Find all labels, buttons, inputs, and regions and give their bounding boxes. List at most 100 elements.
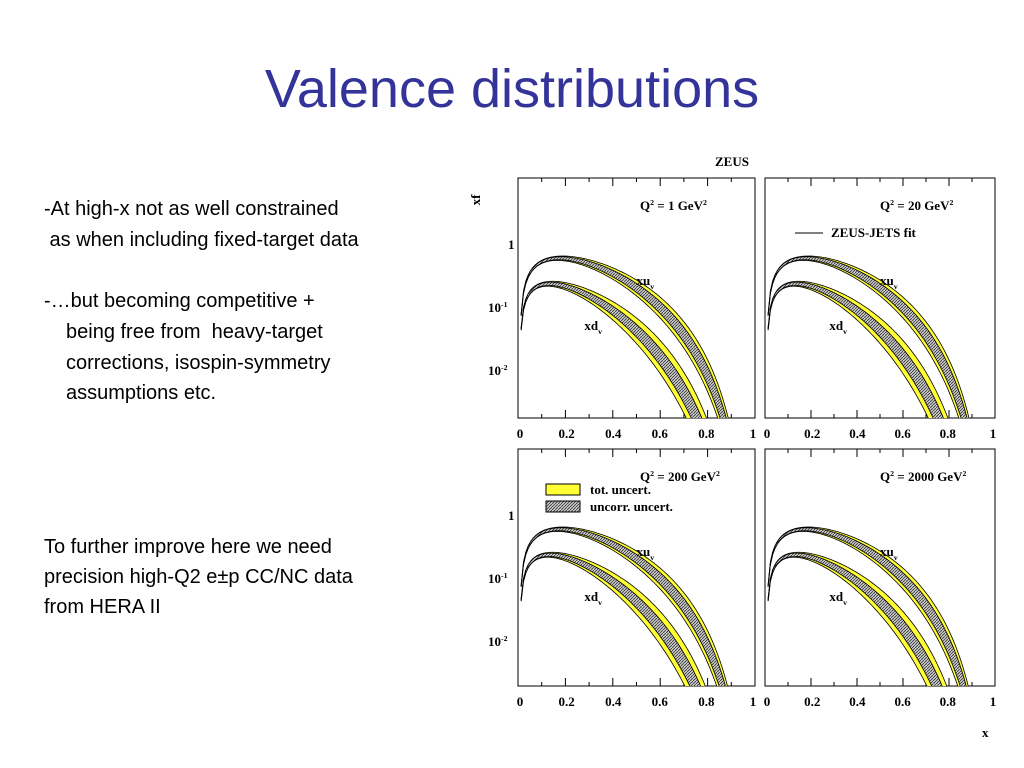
y-axis-label: xf — [468, 194, 483, 206]
x-tick-label: 0.8 — [698, 694, 715, 709]
uncert-band — [520, 256, 727, 418]
y-tick-label: 1 — [508, 237, 515, 252]
curve-label-part: xd — [584, 318, 599, 333]
q2-label: Q2 = 200 GeV2 — [640, 469, 720, 484]
curve-label: xuv — [880, 273, 898, 291]
q2-label-part: = 20 GeV — [894, 198, 950, 213]
text-line: being free from heavy-target — [66, 321, 323, 343]
q2-label-part: = 2000 GeV — [894, 469, 963, 484]
x-tick-label: 0.6 — [652, 426, 669, 441]
q2-label: Q2 = 1 GeV2 — [640, 198, 707, 213]
x-tick-label: 0.2 — [804, 694, 820, 709]
curve-label: xuv — [880, 544, 898, 562]
y-tick-label: 10-2 — [488, 363, 508, 378]
y-tick-label: 10-1 — [488, 300, 508, 315]
x-tick-label: 0.2 — [558, 426, 574, 441]
x-tick-label: 0.4 — [605, 426, 622, 441]
uncert-band — [767, 256, 968, 418]
text-line: -…but becoming competitive + — [44, 290, 315, 312]
curve-label-part: v — [894, 553, 898, 562]
x-axis-label: x — [982, 725, 989, 740]
curve-label: xdv — [829, 589, 847, 607]
curve-label: xdv — [584, 318, 602, 336]
x-tick-label: 0 — [764, 426, 771, 441]
x-tick-label: 0.6 — [894, 426, 911, 441]
text-line: precision high-Q2 e±p CC/NC data — [44, 566, 353, 588]
curve-label-part: v — [598, 327, 602, 336]
curve-label-part: v — [843, 327, 847, 336]
x-tick-label: 0.2 — [804, 426, 820, 441]
q2-label: Q2 = 20 GeV2 — [880, 198, 953, 213]
panel-frame — [517, 177, 756, 419]
y-tick-label-part: -1 — [501, 571, 508, 580]
x-tick-label: 0.8 — [940, 694, 957, 709]
curve-label-part: xd — [584, 589, 599, 604]
y-tick-label-part: -2 — [501, 363, 508, 372]
text-line: as when including fixed-target data — [44, 229, 359, 251]
x-tick-label: 1 — [750, 694, 757, 709]
text-line: from HERA II — [44, 596, 161, 618]
uncert-band — [767, 527, 967, 686]
y-tick-label-part: 1 — [508, 237, 515, 252]
legend-swatch — [545, 500, 581, 513]
y-tick-label-part: 10 — [488, 571, 501, 586]
y-tick-label-part: -1 — [501, 300, 508, 309]
y-tick-label-part: 10 — [488, 363, 501, 378]
legend-label: tot. uncert. — [590, 482, 651, 497]
q2-label-part: 2 — [962, 469, 966, 478]
x-tick-label: 0.4 — [605, 694, 622, 709]
text-line: -At high-x not as well constrained — [44, 198, 339, 220]
curve-label-part: v — [894, 282, 898, 291]
q2-label: Q2 = 2000 GeV2 — [880, 469, 966, 484]
text-line: To further improve here we need — [44, 536, 332, 558]
curve-label-part: v — [843, 598, 847, 607]
x-tick-label: 0 — [517, 694, 524, 709]
x-tick-label: 0.4 — [849, 694, 866, 709]
x-tick-label: 1 — [750, 426, 757, 441]
uncert-band — [520, 281, 703, 418]
curve-label: xuv — [637, 544, 655, 562]
y-tick-label: 10-2 — [488, 634, 508, 649]
x-tick-label: 1 — [990, 694, 997, 709]
q2-label-part: Q — [880, 469, 890, 484]
x-tick-label: 0 — [517, 426, 524, 441]
legend-swatch — [545, 483, 581, 496]
q2-label-part: 2 — [949, 198, 953, 207]
uncert-band — [767, 552, 943, 686]
y-tick-label: 1 — [508, 508, 515, 523]
q2-label-part: Q — [640, 198, 650, 213]
q2-label-part: 2 — [716, 469, 720, 478]
q2-label-part: Q — [880, 198, 890, 213]
legend-label: uncorr. uncert. — [590, 499, 673, 514]
x-tick-label: 1 — [990, 426, 997, 441]
text-line: corrections, isospin-symmetry — [66, 352, 331, 374]
curve-label-part: xu — [637, 273, 651, 288]
slide-title: Valence distributions — [264, 59, 760, 119]
fig-heading: ZEUS — [715, 154, 749, 169]
curve-label-part: v — [598, 598, 602, 607]
q2-label-part: 2 — [650, 198, 654, 207]
curve-label-part: xu — [880, 273, 894, 288]
curve-label-part: xd — [829, 589, 844, 604]
uncert-band — [767, 281, 944, 418]
panel-frame — [764, 448, 996, 687]
x-tick-label: 0.6 — [894, 694, 911, 709]
text-line: assumptions etc. — [66, 382, 217, 404]
curve-label: xdv — [584, 589, 602, 607]
x-tick-label: 0.2 — [558, 694, 574, 709]
curve-label: xdv — [829, 318, 847, 336]
q2-label-part: 2 — [890, 198, 894, 207]
curve-label-part: xu — [880, 544, 894, 559]
uncert-band — [520, 527, 726, 686]
x-tick-label: 0.6 — [652, 694, 669, 709]
legend-label: ZEUS-JETS fit — [831, 225, 917, 240]
panel-frame — [764, 177, 996, 419]
curve-label-part: xu — [637, 544, 651, 559]
q2-label-part: = 200 GeV — [654, 469, 717, 484]
y-tick-label: 10-1 — [488, 571, 508, 586]
q2-label-part: 2 — [890, 469, 894, 478]
curve-label-part: v — [650, 282, 654, 291]
x-tick-label: 0.8 — [940, 426, 957, 441]
